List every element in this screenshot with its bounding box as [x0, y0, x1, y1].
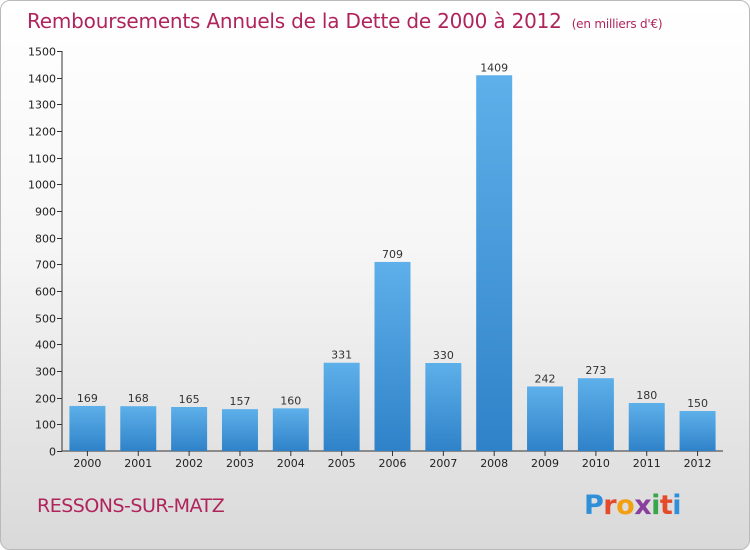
bar-value-label: 330 [433, 349, 454, 362]
bar-value-label: 331 [331, 349, 352, 362]
x-tick-label: 2008 [480, 457, 508, 470]
bar [323, 362, 360, 451]
y-tick-label: 0 [49, 446, 56, 459]
y-tick-label: 800 [35, 233, 56, 246]
chart-unit: (en milliers d'€) [571, 17, 663, 31]
bar [577, 378, 614, 451]
x-tick-label: 2005 [328, 457, 356, 470]
x-tick-label: 2007 [429, 457, 457, 470]
logo-letter: i [672, 490, 682, 521]
bar-value-label: 160 [280, 394, 301, 407]
chart-labels: 169 168 165 157 160 331 709 330 1409 242 273 180 150 [77, 61, 708, 410]
bar-value-label: 180 [636, 389, 657, 402]
bar [272, 408, 309, 451]
y-tick-label: 300 [35, 366, 56, 379]
bar-value-label: 169 [77, 392, 98, 405]
logo-letter: i [651, 490, 660, 521]
bar [374, 261, 411, 451]
y-tick-label: 100 [35, 419, 56, 432]
x-tick-label: 2009 [531, 457, 559, 470]
y-tick-label: 500 [35, 313, 56, 326]
x-tick-label: 2006 [379, 457, 407, 470]
bar [425, 363, 462, 451]
x-tick-label: 2010 [582, 457, 610, 470]
y-tick-label: 1100 [28, 153, 56, 166]
x-tick-label: 2011 [633, 457, 661, 470]
bar [221, 409, 258, 451]
x-tick-label: 2004 [277, 457, 305, 470]
bar-value-label: 273 [585, 364, 606, 377]
y-tick-label: 200 [35, 393, 56, 406]
bar-value-label: 157 [229, 395, 250, 408]
bar-value-label: 165 [179, 393, 200, 406]
bar [679, 411, 716, 451]
x-tick-label: 2003 [226, 457, 254, 470]
y-tick-label: 1000 [28, 179, 56, 192]
logo-letter: t [659, 490, 673, 521]
y-tick-label: 400 [35, 339, 56, 352]
y-tick-label: 1400 [28, 73, 56, 86]
chart-title-text: Remboursements Annuels de la Dette de 20… [27, 9, 562, 33]
y-tick-label: 600 [35, 286, 56, 299]
logo-letter: x [634, 490, 652, 521]
x-tick-label: 2002 [175, 457, 203, 470]
bar [476, 75, 513, 452]
x-tick-label: 2000 [73, 457, 101, 470]
chart-axes: 0 100 200 300 400 500 600 700 800 900 1000 1100 1200… [28, 46, 723, 470]
logo-letter: o [616, 490, 635, 521]
y-tick-label: 1300 [28, 99, 56, 112]
x-tick-label: 2012 [684, 457, 712, 470]
bar-value-label: 1409 [480, 61, 508, 74]
x-tick-label: 2001 [124, 457, 152, 470]
bar [628, 403, 665, 451]
commune-name: RESSONS-SUR-MATZ [37, 495, 225, 517]
bar [527, 386, 564, 451]
bar-value-label: 709 [382, 248, 403, 261]
bar [171, 407, 208, 451]
bar [120, 406, 157, 451]
bar-value-label: 242 [535, 372, 556, 385]
bar [69, 405, 106, 451]
y-tick-label: 1200 [28, 126, 56, 139]
chart-bars [69, 75, 716, 452]
proxiti-logo: Proxiti [584, 490, 682, 521]
chart-title: Remboursements Annuels de la Dette de 20… [27, 9, 663, 33]
y-tick-label: 1500 [28, 46, 56, 59]
bar-value-label: 150 [687, 397, 708, 410]
y-tick-label: 700 [35, 259, 56, 272]
logo-letter: P [584, 490, 604, 521]
logo-letter: r [603, 490, 617, 521]
bar-value-label: 168 [128, 392, 149, 405]
y-tick-label: 900 [35, 206, 56, 219]
